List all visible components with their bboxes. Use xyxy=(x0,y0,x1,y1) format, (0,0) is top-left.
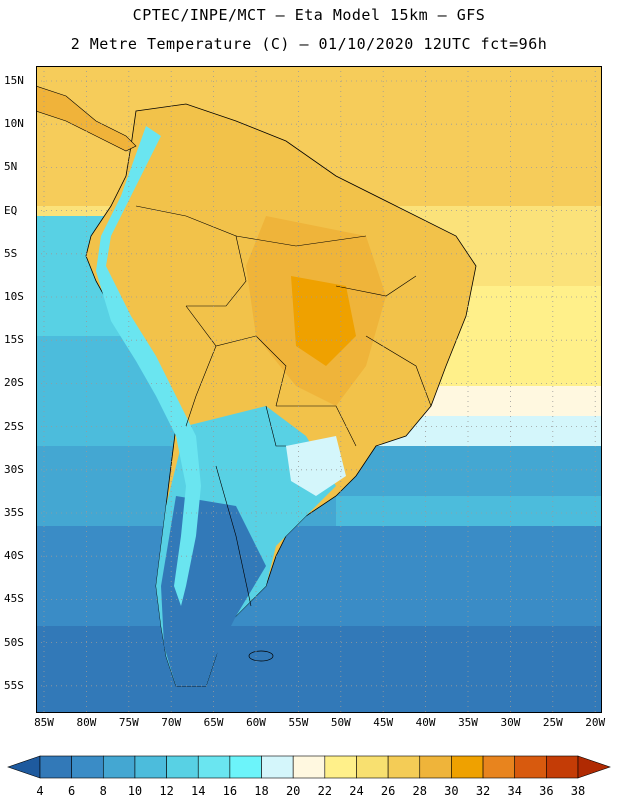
temperature-map xyxy=(36,66,602,713)
colorbar-tick-label: 30 xyxy=(444,784,459,798)
longitude-label: 35W xyxy=(458,716,478,729)
colorbar-tick-label: 10 xyxy=(127,784,143,798)
latitude-label: 40S xyxy=(4,549,24,563)
colorbar-tick-label: 18 xyxy=(254,784,269,798)
longitude-label: 50W xyxy=(330,716,351,729)
colorbar-tick-label: 24 xyxy=(349,784,364,798)
longitude-label: 55W xyxy=(288,716,309,729)
longitude-label: 20W xyxy=(585,716,606,729)
colorbar-tick-label: 26 xyxy=(380,784,396,798)
latitude-label: 15N xyxy=(4,74,24,87)
longitude-label: 85W xyxy=(34,716,54,729)
colorbar-swatch xyxy=(482,755,516,779)
ocean-band-coldest xyxy=(36,626,602,713)
andes-range xyxy=(96,126,201,606)
colorbar-tick-label: 38 xyxy=(570,784,586,798)
colorbar-swatch xyxy=(166,755,199,779)
colorbar-tick-label: 6 xyxy=(68,784,76,798)
latitude-label: 35S xyxy=(4,506,24,519)
colorbar-tick-label: 22 xyxy=(317,784,333,798)
hottest-core xyxy=(291,276,356,366)
colorbar-swatch xyxy=(39,755,72,779)
colorbar-tick-label: 12 xyxy=(159,784,174,798)
colorbar-min-arrow xyxy=(7,755,41,779)
colorbar-max-arrow xyxy=(577,755,611,779)
colorbar-tick-label: 28 xyxy=(412,784,427,798)
latitude-label: 5S xyxy=(4,246,18,260)
map-title: CPTEC/INPE/MCT – Eta Model 15km – GFS xyxy=(132,6,486,24)
colorbar-swatch xyxy=(324,755,357,779)
colorbar-tick-label: 32 xyxy=(475,784,491,798)
latitude-label: 45S xyxy=(4,592,24,606)
colorbar xyxy=(7,755,611,779)
ocean-band-colder xyxy=(36,526,602,626)
longitude-label: 60W xyxy=(246,716,266,729)
latitude-label: 20S xyxy=(4,376,24,390)
colorbar-tick-label: 36 xyxy=(539,784,554,798)
latitude-label: 55S xyxy=(4,678,24,692)
latitude-label: 30S xyxy=(4,462,24,476)
colorbar-swatch xyxy=(261,755,294,779)
latitude-label: EQ xyxy=(4,203,18,217)
map-subtitle: 2 Metre Temperature (C) – 01/10/2020 12U… xyxy=(70,35,548,53)
longitude-label: 70W xyxy=(161,716,182,729)
colorbar-tick-label: 14 xyxy=(191,784,206,798)
latitude-label: 5N xyxy=(4,160,18,174)
colorbar-swatch xyxy=(419,755,452,779)
colorbar-tick-label: 20 xyxy=(285,784,301,798)
colorbar-tick-label: 34 xyxy=(507,784,522,798)
colorbar-swatch xyxy=(356,755,389,779)
colorbar-swatch xyxy=(197,755,231,779)
colorbar-tick-label: 4 xyxy=(36,784,44,798)
colorbar-swatch xyxy=(451,755,484,779)
longitude-label: 75W xyxy=(118,716,139,729)
uruguay-cool xyxy=(286,436,346,496)
longitude-label: 40W xyxy=(415,716,436,729)
colorbar-swatch xyxy=(292,755,326,779)
colorbar-swatch xyxy=(387,755,421,779)
colorbar-swatch xyxy=(71,755,104,779)
colorbar-swatch xyxy=(102,755,136,779)
latitude-label: 10N xyxy=(4,117,24,131)
latitude-label: 10S xyxy=(4,290,24,303)
colorbar-swatch xyxy=(229,755,262,779)
colorbar-tick-label: 16 xyxy=(222,784,238,798)
latitude-label: 15S xyxy=(4,333,24,347)
longitude-label: 80W xyxy=(76,716,97,729)
longitude-label: 65W xyxy=(203,716,224,729)
colorbar-swatch xyxy=(514,755,547,779)
longitude-label: 45W xyxy=(373,716,394,729)
longitude-label: 30W xyxy=(500,716,521,729)
longitude-label: 25W xyxy=(542,716,563,729)
falkland-islands xyxy=(248,650,274,662)
map-panel xyxy=(36,66,602,713)
colorbar-swatch xyxy=(134,755,167,779)
central-america xyxy=(36,85,137,152)
colorbar-swatch xyxy=(546,755,579,779)
colorbar-tick-label: 8 xyxy=(99,784,107,798)
latitude-label: 50S xyxy=(4,635,24,649)
latitude-label: 25S xyxy=(4,419,24,433)
map-border xyxy=(36,66,602,713)
